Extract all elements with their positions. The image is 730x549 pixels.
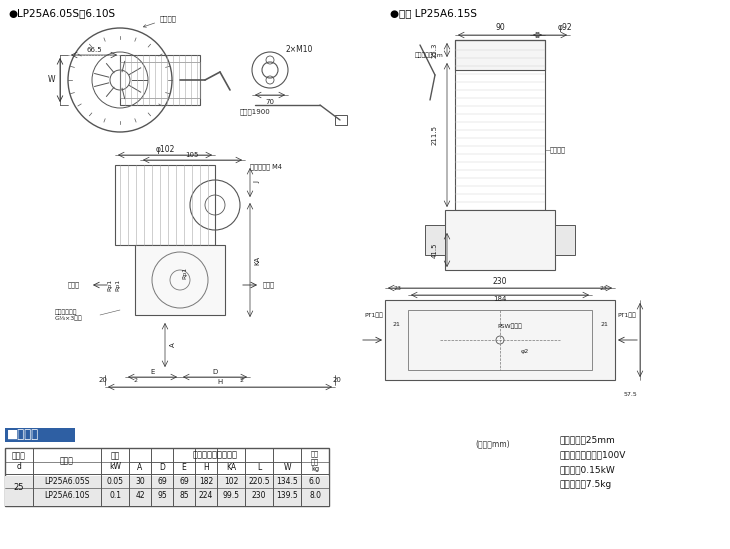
Text: 99.5: 99.5 — [223, 490, 239, 500]
Bar — [555, 225, 575, 255]
Text: ポンプおよび電動機: ポンプおよび電動機 — [193, 451, 237, 460]
Text: 23: 23 — [599, 285, 607, 290]
Text: 230: 230 — [252, 490, 266, 500]
Text: ●型式 LP25A6.15S: ●型式 LP25A6.15S — [390, 8, 477, 18]
Text: Rp1: Rp1 — [107, 279, 112, 291]
Text: 型　式: 型 式 — [60, 457, 74, 466]
Text: L: L — [257, 463, 261, 473]
Text: 21: 21 — [600, 322, 608, 327]
Text: 182: 182 — [199, 477, 213, 485]
Text: H: H — [203, 463, 209, 473]
Text: 66.5: 66.5 — [86, 47, 101, 53]
Text: PT1ネジ: PT1ネジ — [364, 312, 383, 318]
Bar — [455, 40, 545, 210]
Text: 224: 224 — [199, 490, 213, 500]
Text: 102: 102 — [224, 477, 238, 485]
Text: 69: 69 — [179, 477, 189, 485]
Text: A: A — [137, 463, 142, 473]
Text: Rp1: Rp1 — [182, 267, 188, 279]
Text: 57.5: 57.5 — [623, 393, 637, 397]
Text: KA: KA — [226, 463, 236, 473]
Text: 出力　　0.15kW: 出力 0.15kW — [560, 465, 615, 474]
Text: アース端子 M4: アース端子 M4 — [250, 164, 282, 170]
Bar — [120, 55, 200, 105]
Text: 20: 20 — [333, 377, 342, 383]
Bar — [120, 62, 200, 98]
Text: 20: 20 — [99, 377, 107, 383]
Text: 機外長1900: 機外長1900 — [240, 109, 271, 115]
Text: 85: 85 — [179, 490, 189, 500]
Text: 21: 21 — [392, 322, 400, 327]
Text: 概算
質量
kg: 概算 質量 kg — [311, 450, 319, 472]
Text: 69: 69 — [157, 477, 167, 485]
Bar — [5, 428, 75, 442]
Text: LP25A6.05S: LP25A6.05S — [45, 477, 90, 485]
Text: 211.5: 211.5 — [432, 125, 438, 145]
Text: LP25A6.10S: LP25A6.10S — [45, 490, 90, 500]
Text: 220.5: 220.5 — [248, 477, 270, 485]
Text: 呼称径　　25mm: 呼称径 25mm — [560, 435, 615, 444]
Text: E: E — [150, 369, 155, 375]
Text: 8.0: 8.0 — [309, 490, 321, 500]
Text: 呼称径
d: 呼称径 d — [12, 451, 26, 470]
Text: φ102: φ102 — [155, 144, 174, 154]
Text: ●LP25A6.05S・6.10S: ●LP25A6.05S・6.10S — [8, 8, 115, 18]
Text: 25.3: 25.3 — [432, 42, 438, 58]
Text: 概算質量　7.5kg: 概算質量 7.5kg — [560, 480, 612, 489]
Text: H: H — [218, 379, 223, 385]
Bar — [385, 300, 615, 380]
Text: 電源コード2m: 電源コード2m — [415, 52, 444, 58]
Text: KA: KA — [254, 255, 260, 265]
Bar — [425, 225, 445, 255]
Text: 105: 105 — [185, 152, 199, 158]
Text: A: A — [170, 343, 176, 348]
Text: 41.5: 41.5 — [432, 242, 438, 257]
Text: W: W — [48, 76, 55, 85]
Text: 2×M10: 2×M10 — [285, 46, 312, 54]
Text: 吸込側: 吸込側 — [263, 282, 275, 288]
Text: J: J — [254, 181, 260, 183]
Bar — [455, 40, 545, 70]
Bar — [115, 165, 215, 245]
Text: Rp1: Rp1 — [115, 279, 120, 291]
Text: 230: 230 — [493, 277, 507, 287]
Text: ■寸法表: ■寸法表 — [7, 428, 39, 440]
Text: 134.5: 134.5 — [276, 477, 298, 485]
Bar — [5, 448, 329, 506]
Text: 42: 42 — [135, 490, 145, 500]
Text: 6.0: 6.0 — [309, 477, 321, 485]
Bar — [445, 210, 555, 270]
Text: 2: 2 — [133, 378, 137, 383]
Text: 吐出側: 吐出側 — [68, 282, 80, 288]
Text: 25: 25 — [14, 484, 24, 492]
Text: 0.05: 0.05 — [107, 477, 123, 485]
Text: 90: 90 — [495, 24, 505, 32]
Text: ドレンプラグ
G⅛×3箇所: ドレンプラグ G⅛×3箇所 — [55, 309, 82, 321]
Text: 30: 30 — [135, 477, 145, 485]
Text: 95: 95 — [157, 490, 167, 500]
Text: W: W — [283, 463, 291, 473]
Bar — [408, 310, 592, 370]
Text: 出力
kW: 出力 kW — [109, 451, 121, 470]
Text: (単位：mm): (単位：mm) — [475, 440, 510, 449]
Text: 0.1: 0.1 — [109, 490, 121, 500]
Text: E: E — [182, 463, 186, 473]
Bar — [335, 115, 347, 125]
Text: φ2: φ2 — [521, 350, 529, 355]
Text: D: D — [159, 463, 165, 473]
Text: φ92: φ92 — [558, 24, 572, 32]
Text: 回転方向: 回転方向 — [143, 15, 177, 27]
Text: 相・電圧　単相・100V: 相・電圧 単相・100V — [560, 450, 626, 459]
Text: 23: 23 — [393, 285, 401, 290]
Text: PSWドレン: PSWドレン — [498, 323, 523, 329]
Text: D: D — [212, 369, 218, 375]
Text: 184: 184 — [493, 296, 507, 302]
Text: 空気抜き: 空気抜き — [550, 147, 566, 153]
Text: 70: 70 — [266, 99, 274, 105]
Bar — [135, 245, 225, 315]
Text: 139.5: 139.5 — [276, 490, 298, 500]
Bar — [5, 476, 329, 506]
Text: 2: 2 — [240, 378, 244, 383]
Text: PT1ネジ: PT1ネジ — [617, 312, 636, 318]
